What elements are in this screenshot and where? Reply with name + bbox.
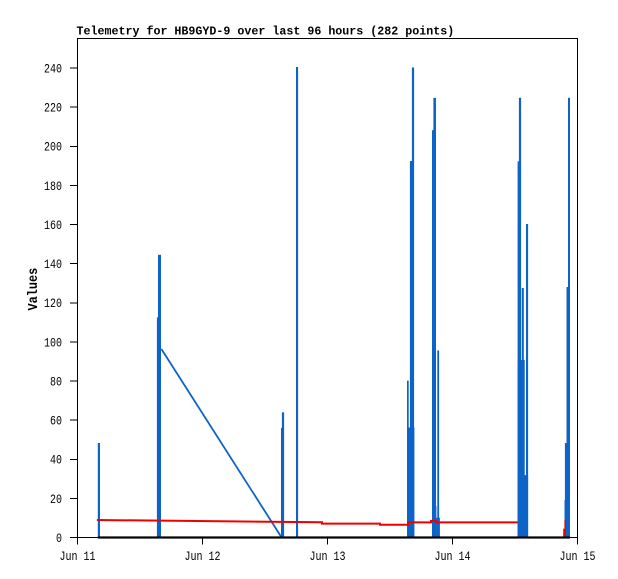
svg-text:220: 220 xyxy=(44,102,62,117)
svg-text:Jun 14: Jun 14 xyxy=(435,550,471,565)
svg-text:Jun 13: Jun 13 xyxy=(310,550,346,565)
svg-text:20: 20 xyxy=(50,493,62,508)
svg-text:Jun 15: Jun 15 xyxy=(560,550,596,565)
svg-text:60: 60 xyxy=(50,414,62,429)
svg-text:Telemetry for HB9GYD-9 over la: Telemetry for HB9GYD-9 over last 96 hour… xyxy=(77,24,455,38)
svg-text:160: 160 xyxy=(44,219,62,234)
svg-text:240: 240 xyxy=(44,62,62,77)
svg-text:120: 120 xyxy=(44,297,62,312)
svg-text:Jun 12: Jun 12 xyxy=(185,550,221,565)
svg-text:40: 40 xyxy=(50,454,62,469)
svg-text:100: 100 xyxy=(44,336,62,351)
svg-text:Jun 11: Jun 11 xyxy=(60,550,96,565)
svg-text:200: 200 xyxy=(44,141,62,156)
svg-text:140: 140 xyxy=(44,258,62,273)
svg-text:0: 0 xyxy=(56,532,62,547)
svg-text:180: 180 xyxy=(44,180,62,195)
svg-text:Values: Values xyxy=(25,268,41,311)
svg-text:80: 80 xyxy=(50,375,62,390)
